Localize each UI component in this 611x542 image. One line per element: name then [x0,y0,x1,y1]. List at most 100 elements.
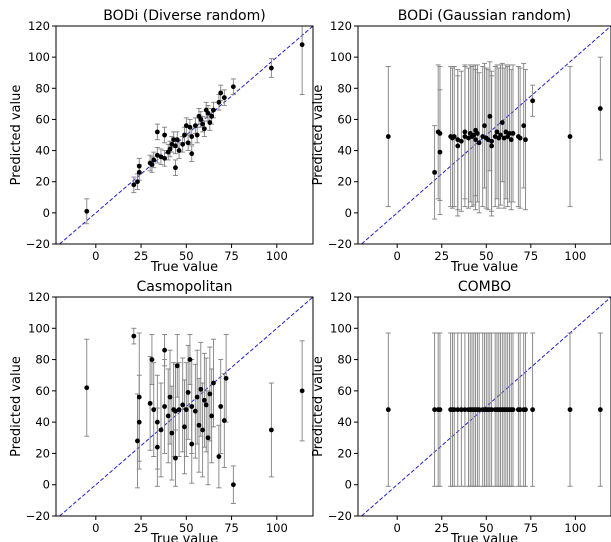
data-point [462,129,468,135]
x-tick-label: 25 [434,249,449,263]
data-point [458,407,464,413]
data-point [494,129,500,135]
data-point [474,131,480,136]
data-point [200,427,205,433]
data-point [180,141,186,147]
data-point [173,143,178,149]
y-tick-label: 0 [43,206,50,220]
data-point [185,140,191,146]
y-tick-label: 80 [337,353,352,367]
data-point [136,419,142,425]
data-point [517,135,523,141]
data-point [182,132,187,138]
data-point [510,407,516,413]
data-point [174,137,180,143]
data-point [169,430,175,436]
data-point [202,126,207,132]
identity-line [59,26,313,244]
data-point [455,407,461,413]
x-tick-label: 50 [479,249,494,263]
data-point [183,407,189,413]
data-point [189,151,195,157]
x-axis-label: True value [150,260,218,275]
identity-line [59,297,313,516]
x-tick-label: 75 [524,521,539,535]
axes-frame [55,25,314,245]
data-point [194,394,200,400]
data-point [165,413,171,419]
data-point [216,454,222,459]
data-points [84,333,305,488]
data-point [517,407,523,413]
data-point [169,141,175,147]
data-point [84,385,90,391]
data-point [196,422,202,428]
data-points [385,407,603,413]
data-point [158,154,164,160]
data-point [149,162,155,167]
y-tick-label: 0 [345,478,352,492]
data-point [189,134,195,139]
data-point [218,404,224,409]
data-point [530,407,536,413]
data-point [385,134,391,139]
data-point [498,132,503,138]
chart-title: Casmopolitan [136,279,232,295]
data-point [136,169,142,175]
y-tick-label: −20 [26,237,50,251]
y-tick-label: 20 [35,175,50,189]
data-point [136,394,142,400]
data-point [207,120,213,125]
data-point [451,134,457,139]
y-tick-label: −20 [328,509,352,523]
data-point [462,407,468,413]
data-point [135,179,140,185]
data-point [473,137,478,143]
y-axis-label: Predicted value [311,85,326,186]
data-point [432,407,438,413]
data-point [458,138,464,144]
x-tick-label: 50 [179,521,194,535]
data-point [455,143,461,149]
data-point [487,113,493,119]
data-point [167,394,173,400]
data-point [221,418,227,423]
y-tick-label: 80 [35,353,50,367]
data-point [437,407,443,413]
data-point [476,407,482,413]
y-axis-label: Predicted value [9,85,24,186]
y-tick-label: 0 [43,478,50,492]
data-point [154,419,160,425]
data-point [268,427,274,433]
data-point [194,132,200,138]
data-point [174,363,180,369]
y-tick-label: 0 [345,206,352,220]
data-point [432,169,438,175]
x-tick-label: 0 [394,249,401,263]
x-tick-label: 25 [434,521,449,535]
data-point [192,408,198,414]
data-point [189,404,195,409]
data-point [203,402,209,408]
data-point [84,208,90,214]
y-tick-label: 120 [330,19,352,33]
y-tick-label: 40 [35,415,50,429]
x-tick-label: 0 [394,521,401,535]
data-point [385,407,391,413]
data-point [223,375,229,381]
data-point [167,146,173,152]
data-point [162,404,167,409]
data-point [135,438,140,444]
data-point [151,157,157,163]
y-tick-label: 20 [337,175,352,189]
data-point [182,424,187,430]
chart-panel-4: 0 25 50 75 100 −20 0 20 40 60 80 100 120 COMBO True va… [311,279,611,542]
data-point [202,397,207,403]
x-axis-label: True value [450,260,518,275]
x-tick-label: 50 [479,521,494,535]
data-point [299,42,305,48]
data-point [183,123,189,129]
x-tick-label: 100 [266,521,288,535]
x-axis-label: True value [150,532,218,542]
data-point [523,137,528,143]
